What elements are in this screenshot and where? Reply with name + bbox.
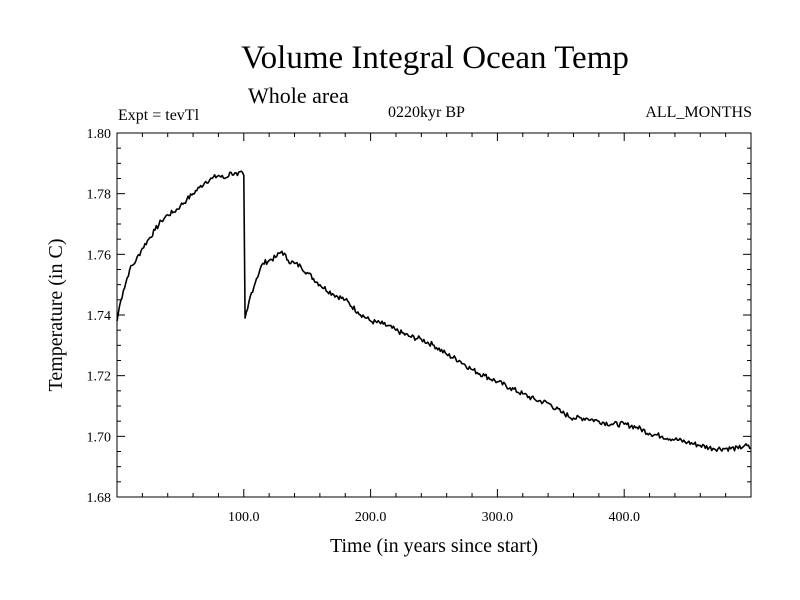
y-tick-label: 1.70: [87, 430, 112, 445]
data-series: [116, 170, 752, 453]
x-tick-label: 200.0: [355, 510, 387, 525]
x-tick-label: 100.0: [228, 510, 260, 525]
chart-title: Volume Integral Ocean Temp: [241, 40, 629, 76]
months-label: ALL_MONTHS: [645, 104, 752, 121]
x-axis-title: Time (in years since start): [330, 535, 538, 557]
y-tick-label: 1.80: [87, 127, 112, 142]
y-tick-label: 1.68: [87, 491, 112, 506]
y-tick-label: 1.78: [87, 188, 112, 203]
y-tick-label: 1.76: [87, 248, 112, 263]
x-tick-label: 400.0: [608, 510, 640, 525]
chart-subtitle: Whole area: [248, 83, 349, 108]
temperature-line: [116, 170, 752, 453]
tick-labels: 100.0 200.0 300.0 400.0 1.68 1.70 1.72 1.74 1.76…: [87, 127, 640, 525]
x-tick-label: 300.0: [482, 510, 514, 525]
period-label: 0220kyr BP: [388, 104, 465, 121]
y-tick-label: 1.72: [87, 370, 112, 385]
y-tick-label: 1.74: [87, 309, 112, 324]
experiment-label: Expt = tevTl: [118, 107, 200, 124]
y-axis-title: Temperature (in C): [45, 239, 67, 392]
plot-frame: [116, 132, 752, 498]
axis-ticks: [117, 132, 751, 498]
